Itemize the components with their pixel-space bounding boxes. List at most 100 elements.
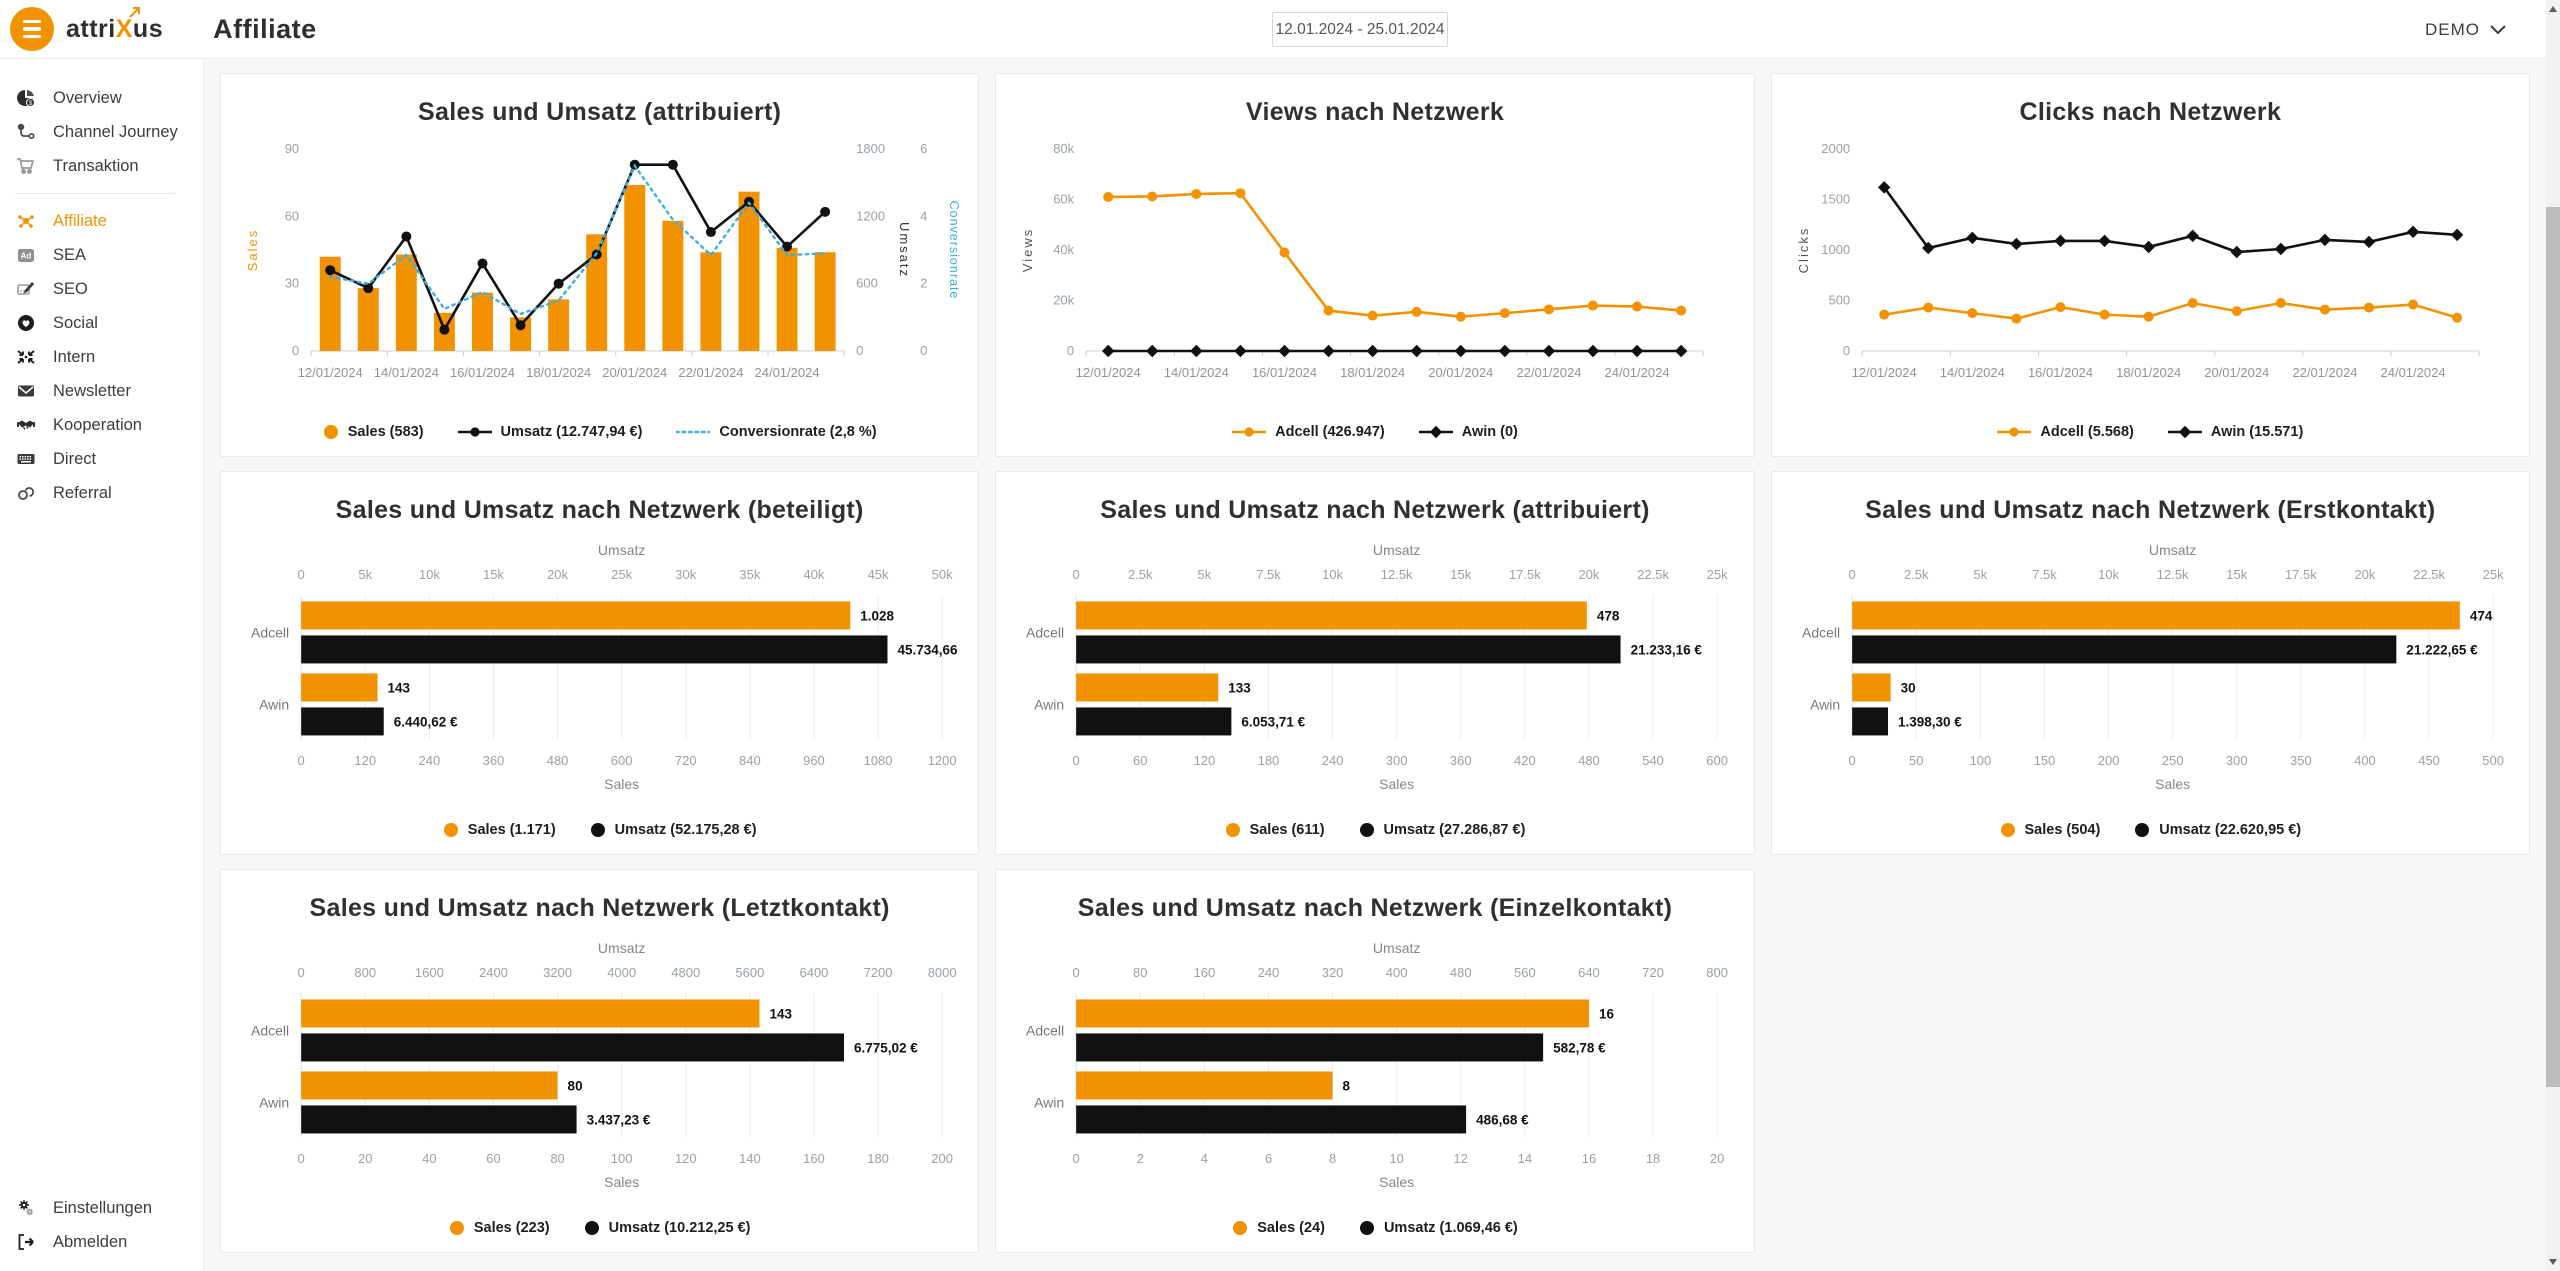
account-dropdown[interactable]: DEMO <box>2425 0 2506 59</box>
legend-item[interactable]: Sales (223) <box>449 1220 550 1236</box>
svg-text:20k: 20k <box>547 567 568 582</box>
umsatz-legend-marker-icon <box>1359 823 1374 837</box>
svg-text:Umsatz: Umsatz <box>2149 542 2196 558</box>
svg-text:480: 480 <box>547 753 569 768</box>
svg-text:7.5k: 7.5k <box>1257 567 1282 582</box>
legend-item[interactable]: Umsatz (52.175,28 €) <box>590 822 757 838</box>
legend-label: Awin (0) <box>1461 424 1518 440</box>
svg-text:10k: 10k <box>2098 567 2119 582</box>
legend-item[interactable]: Umsatz (27.286,87 €) <box>1359 822 1525 838</box>
legend-item[interactable]: Conversionrate (2,8 %) <box>676 424 877 440</box>
legend-item[interactable]: Awin (15.571) <box>2167 424 2303 440</box>
legend-item[interactable]: Sales (583) <box>323 424 424 440</box>
legend-item[interactable]: Umsatz (10.212,25 €) <box>584 1220 750 1236</box>
chart-card-netzwerk-attribuiert: Sales und Umsatz nach Netzwerk (attribui… <box>995 471 1755 855</box>
chart-canvas: 0 0 80 2 160 4 240 6 320 8 400 10 480 12 560 14 640 16 720… <box>1026 940 1728 1190</box>
sales-legend-marker-icon <box>443 823 458 837</box>
legend-item[interactable]: Awin (0) <box>1418 424 1518 440</box>
legend-item[interactable]: Sales (24) <box>1232 1220 1325 1236</box>
sidebar-item-label: Newsletter <box>53 381 131 400</box>
sidebar-item-sea[interactable]: Ad SEA <box>0 238 203 272</box>
sidebar-footer: Einstellungen Abmelden <box>0 1191 203 1259</box>
legend-item[interactable]: Umsatz (12.747,94 €) <box>457 424 642 440</box>
svg-text:Umsatz: Umsatz <box>897 222 912 278</box>
svg-text:40k: 40k <box>803 567 824 582</box>
svg-text:Adcell: Adcell <box>251 624 289 640</box>
svg-text:15k: 15k <box>1451 567 1472 582</box>
svg-text:2: 2 <box>920 276 927 291</box>
legend-item[interactable]: Umsatz (1.069,46 €) <box>1359 1220 1518 1236</box>
chart-card-netzwerk-einzelkontakt: Sales und Umsatz nach Netzwerk (Einzelko… <box>995 869 1755 1253</box>
legend-item[interactable]: Sales (504) <box>2000 822 2101 838</box>
svg-text:12/01/2024: 12/01/2024 <box>1076 365 1141 380</box>
chart-card-sales-umsatz-attribuiert: Sales und Umsatz (attribuiert) 12/01/202… <box>220 73 980 457</box>
date-range-picker[interactable]: 12.01.2024 - 25.01.2024 <box>1272 12 1448 47</box>
adcell-legend-marker-icon <box>1232 427 1267 437</box>
sales-legend-marker-icon <box>1233 1221 1248 1235</box>
sidebar-item-einstellungen[interactable]: Einstellungen <box>0 1191 203 1225</box>
sidebar-item-label: Overview <box>53 88 122 107</box>
sidebar-item-intern[interactable]: Intern <box>0 340 203 374</box>
svg-text:Awin: Awin <box>259 1094 289 1110</box>
sidebar-item-direct[interactable]: Direct <box>0 442 203 476</box>
legend-item[interactable]: Umsatz (22.620,95 €) <box>2134 822 2301 838</box>
sidebar-item-overview[interactable]: $ Overview <box>0 81 203 115</box>
svg-text:16: 16 <box>1582 1151 1596 1166</box>
scrollbar-up-arrow[interactable] <box>2549 6 2557 12</box>
chart-title: Clicks nach Netzwerk <box>2019 98 2282 126</box>
svg-text:0: 0 <box>298 753 305 768</box>
svg-text:Adcell: Adcell <box>251 1022 289 1038</box>
sales-legend-marker-icon <box>323 425 338 439</box>
svg-text:12.5k: 12.5k <box>1381 567 1413 582</box>
svg-text:360: 360 <box>1450 753 1472 768</box>
legend-item[interactable]: Sales (611) <box>1225 822 1325 838</box>
svg-text:420: 420 <box>1514 753 1536 768</box>
sidebar-item-label: Social <box>53 313 98 332</box>
svg-text:14/01/2024: 14/01/2024 <box>1164 365 1229 380</box>
legend-label: Sales (504) <box>2024 822 2101 838</box>
chart-card-netzwerk-erstkontakt: Sales und Umsatz nach Netzwerk (Erstkont… <box>1770 471 2530 855</box>
pie-chart-icon: $ <box>15 88 37 108</box>
sidebar: $ Overview Channel Journey Transaktion A… <box>0 59 204 1271</box>
sidebar-item-label: Intern <box>53 347 96 366</box>
svg-text:Awin: Awin <box>1034 1094 1064 1110</box>
sidebar-item-seo[interactable]: SEO <box>0 272 203 306</box>
sidebar-item-transaktion[interactable]: Transaktion <box>0 149 203 183</box>
sidebar-item-affiliate[interactable]: Affiliate <box>0 204 203 238</box>
chart-title: Sales und Umsatz nach Netzwerk (beteilig… <box>335 496 864 524</box>
svg-text:16/01/2024: 16/01/2024 <box>450 365 515 380</box>
chart-legend: Sales (504) Umsatz (22.620,95 €) <box>2000 822 2301 838</box>
svg-text:24/01/2024: 24/01/2024 <box>2380 365 2445 380</box>
legend-item[interactable]: Adcell (5.568) <box>1997 424 2134 440</box>
sidebar-item-kooperation[interactable]: Kooperation <box>0 408 203 442</box>
svg-text:582,78 €: 582,78 € <box>1553 1040 1606 1055</box>
menu-button[interactable] <box>10 7 54 51</box>
svg-text:Clicks: Clicks <box>1796 227 1811 274</box>
svg-text:2000: 2000 <box>1821 141 1850 156</box>
scrollbar-down-arrow[interactable] <box>2549 1259 2557 1265</box>
sidebar-item-newsletter[interactable]: Newsletter <box>0 374 203 408</box>
sidebar-item-social[interactable]: Social <box>0 306 203 340</box>
svg-text:80: 80 <box>1133 965 1147 980</box>
legend-item[interactable]: Sales (1.171) <box>443 822 556 838</box>
svg-text:1200: 1200 <box>928 753 957 768</box>
scrollbar[interactable] <box>2546 0 2560 1271</box>
svg-text:4: 4 <box>920 208 927 223</box>
svg-text:10k: 10k <box>1322 567 1343 582</box>
sidebar-item-label: Referral <box>53 483 112 502</box>
svg-text:0: 0 <box>1073 1151 1080 1166</box>
svg-text:Sales: Sales <box>1379 776 1414 792</box>
legend-item[interactable]: Adcell (426.947) <box>1232 424 1385 440</box>
sidebar-item-abmelden[interactable]: Abmelden <box>0 1225 203 1259</box>
scrollbar-thumb[interactable] <box>2546 207 2560 1087</box>
chart-legend: Sales (24) Umsatz (1.069,46 €) <box>1232 1220 1518 1236</box>
handshake-icon <box>15 415 37 435</box>
svg-text:80k: 80k <box>1054 141 1075 156</box>
svg-text:0: 0 <box>292 343 299 358</box>
sidebar-item-channel-journey[interactable]: Channel Journey <box>0 115 203 149</box>
chart-canvas: 12/01/2024 14/01/2024 16/01/2024 18/01/2024… <box>1796 141 2480 380</box>
svg-text:90: 90 <box>285 141 299 156</box>
svg-text:Awin: Awin <box>1034 696 1064 712</box>
svg-text:1000: 1000 <box>1821 242 1850 257</box>
sidebar-item-referral[interactable]: Referral <box>0 476 203 510</box>
